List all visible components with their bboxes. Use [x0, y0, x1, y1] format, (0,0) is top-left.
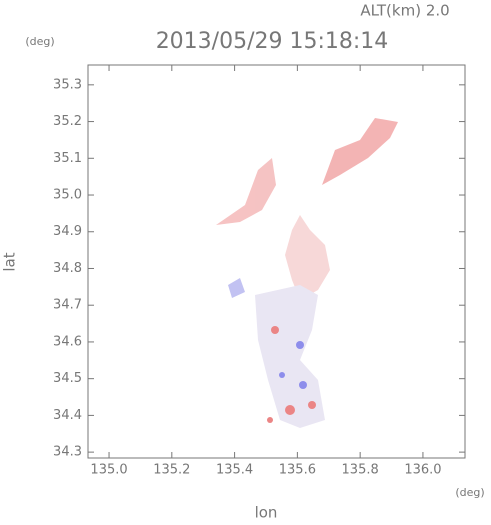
altitude-annotation: ALT(km) 2.0	[360, 2, 449, 20]
y-tick-label: 35.2	[53, 114, 82, 129]
y-tick-label: 34.9	[53, 224, 82, 239]
y-tick-label: 34.4	[53, 408, 82, 423]
y-tick-label: 35.3	[53, 77, 82, 92]
echo	[322, 118, 398, 185]
echo	[296, 341, 304, 349]
y-axis-label: lat	[1, 252, 19, 271]
x-tick-label: 136.0	[404, 463, 441, 478]
y-tick-label: 35.1	[53, 151, 82, 166]
y-tick-label: 34.8	[53, 261, 82, 276]
radar-echoes	[216, 118, 398, 428]
echo	[279, 372, 285, 378]
x-tick-label: 135.6	[279, 463, 316, 478]
x-axis-label: lon	[255, 504, 278, 522]
x-tick-label: 135.4	[216, 463, 253, 478]
y-tick-label: 34.6	[53, 334, 82, 349]
x-tick-label: 135.2	[153, 463, 190, 478]
y-tick-label: 34.3	[53, 445, 82, 460]
echo	[285, 215, 330, 300]
x-tick-label: 135.8	[342, 463, 379, 478]
echo	[228, 278, 245, 298]
x-unit: (deg)	[455, 486, 484, 499]
echo	[308, 401, 316, 409]
echo	[216, 158, 276, 225]
echo	[267, 417, 273, 423]
x-tick-label: 135.0	[90, 463, 127, 478]
echo	[285, 405, 295, 415]
y-tick-label: 35.0	[53, 188, 82, 203]
plot-frame	[87, 64, 466, 459]
y-unit: (deg)	[25, 35, 54, 48]
y-tick-label: 34.7	[53, 298, 82, 313]
y-tick-label: 34.5	[53, 371, 82, 386]
echo	[299, 381, 307, 389]
chart-title: 2013/05/29 15:18:14	[156, 29, 389, 54]
echo	[255, 285, 325, 428]
echo	[271, 326, 279, 334]
